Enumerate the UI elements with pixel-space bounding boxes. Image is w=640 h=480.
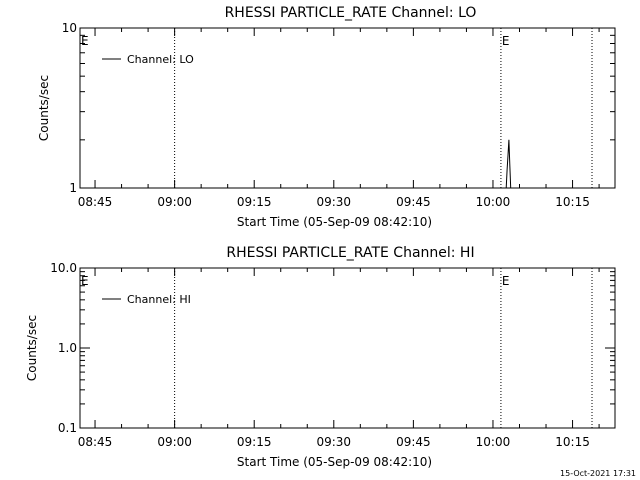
panel-2-x-axis-label: Start Time (05-Sep-09 08:42:10): [237, 455, 432, 469]
panel-2-x-tick-label: 09:45: [396, 435, 431, 449]
timestamp: 15-Oct-2021 17:31: [560, 469, 636, 478]
panel-2-x-tick-label: 08:45: [78, 435, 113, 449]
panel-1-y-axis-label: Counts/sec: [37, 75, 51, 141]
panel-1-y-tick-label: 1: [69, 181, 77, 195]
panel-2-x-tick-label: 10:15: [555, 435, 590, 449]
panel-2-event-marker: E: [502, 274, 510, 288]
panel-1-x-tick-label: 08:45: [78, 195, 113, 209]
panel-1-event-marker: E: [81, 34, 89, 48]
panel-1-data-series-line: [505, 139, 512, 189]
panel-2-legend-label: Channel: HI: [127, 293, 191, 306]
panel-1-x-tick-label: 09:15: [237, 195, 272, 209]
panel-1-y-tick-label: 10: [62, 21, 77, 35]
panel-1-x-tick-label: 10:00: [476, 195, 511, 209]
panel-1-legend-label: Channel: LO: [127, 53, 194, 66]
panel-1-chart-title: RHESSI PARTICLE_RATE Channel: LO: [225, 5, 477, 21]
panel-1-plot-frame: [79, 27, 616, 189]
panel-1-x-tick-label: 09:00: [157, 195, 192, 209]
panel-2-chart-title: RHESSI PARTICLE_RATE Channel: HI: [226, 245, 474, 261]
panel-2-y-tick-label: 10.0: [50, 261, 77, 275]
panel-2-x-tick-label: 10:00: [476, 435, 511, 449]
panel-1-x-tick-label: 09:45: [396, 195, 431, 209]
panel-1-event-marker: E: [502, 34, 510, 48]
panel-2-y-tick-label: 1.0: [58, 341, 77, 355]
panel-1-x-tick-label: 10:15: [555, 195, 590, 209]
panel-1-x-axis-label: Start Time (05-Sep-09 08:42:10): [237, 215, 432, 229]
panel-2-x-tick-label: 09:30: [316, 435, 351, 449]
panel-2-y-axis-label: Counts/sec: [25, 315, 39, 381]
panel-2-y-tick-label: 0.1: [58, 421, 77, 435]
panel-2-x-tick-label: 09:00: [157, 435, 192, 449]
panel-1-x-tick-label: 09:30: [316, 195, 351, 209]
panel-2-x-tick-label: 09:15: [237, 435, 272, 449]
panel-2-plot-frame: [79, 267, 616, 429]
panel-2-event-marker: E: [81, 274, 89, 288]
